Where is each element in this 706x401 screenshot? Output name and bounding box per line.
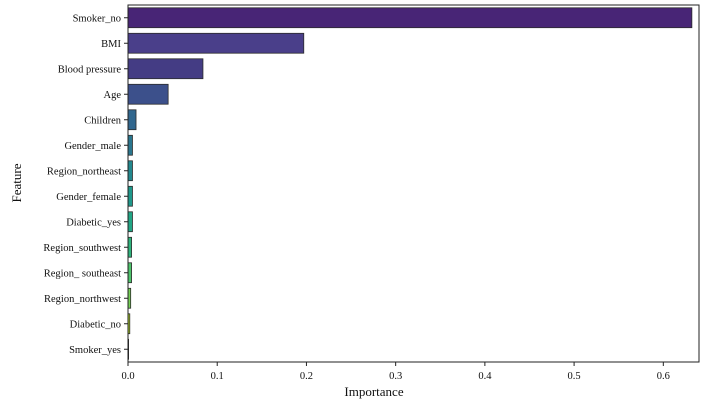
bars-group — [127, 7, 693, 360]
y-tick-label: Children — [84, 115, 121, 126]
y-tick-label: Age — [104, 90, 122, 101]
x-tick-label: 0.0 — [121, 371, 134, 382]
x-axis-title: Importance — [344, 384, 403, 399]
x-tick-label: 0.6 — [657, 371, 670, 382]
bar-blood-pressure — [127, 58, 204, 80]
bar-region-northeast — [127, 160, 133, 182]
plot-frame — [127, 4, 700, 363]
bar-gender-male — [127, 134, 133, 156]
y-tick-label: Region_northeast — [47, 166, 121, 177]
x-tick-label: 0.4 — [478, 371, 492, 382]
y-tick-label: Gender_female — [56, 192, 121, 203]
y-tick-label: Smoker_no — [73, 13, 121, 24]
y-tick-label: Region_northwest — [44, 294, 121, 305]
bar-diabetic-yes — [127, 211, 133, 233]
y-tick-label: Smoker_yes — [69, 345, 121, 356]
y-tick-label: Diabetic_yes — [66, 217, 121, 228]
x-tick-label: 0.3 — [389, 371, 402, 382]
bar-region-southeast — [127, 262, 132, 284]
bar-gender-female — [127, 185, 133, 207]
y-axis-title: Feature — [9, 163, 24, 202]
y-tick-label: BMI — [101, 39, 121, 50]
bar-smoker-no — [127, 7, 693, 29]
y-tick-labels: Smoker_no BMI Blood pressure Age Children Gen… — [43, 13, 128, 356]
y-tick-label: Blood pressure — [58, 64, 122, 75]
y-tick-label: Region_ southeast — [44, 268, 121, 279]
y-tick-label: Diabetic_no — [70, 319, 121, 330]
bar-age — [127, 83, 169, 105]
bar-region-southwest — [127, 236, 132, 258]
x-tick-label: 0.5 — [568, 371, 581, 382]
y-tick-label: Region_southwest — [43, 243, 121, 254]
x-axis: 0.0 0.1 0.2 0.3 0.4 0.5 0.6 — [121, 362, 670, 382]
x-tick-label: 0.2 — [300, 371, 313, 382]
bar-children — [127, 109, 137, 131]
bar-bmi — [127, 32, 305, 54]
y-tick-label: Gender_male — [64, 141, 121, 152]
x-tick-label: 0.1 — [211, 371, 224, 382]
